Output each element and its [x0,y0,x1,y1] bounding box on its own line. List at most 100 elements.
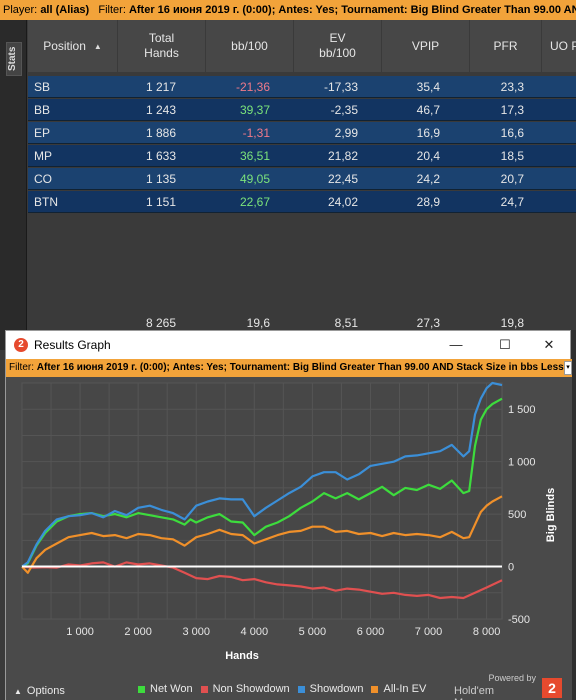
table-row[interactable]: EP 1 886 -1,31 2,99 16,9 16,6 [28,122,576,144]
stats-table: Position ▲ Total Hands bb/100 EV bb/100 VPI… [28,20,576,340]
cell-vpip: 20,4 [416,149,440,163]
cell-vpip: 16,9 [416,126,440,140]
header-total-hands-label: Total Hands [144,31,179,60]
x-tick-label: 5 000 [299,626,327,638]
cell-hands: 1 151 [145,195,176,209]
header-pfr[interactable]: PFR [470,20,542,72]
x-tick-label: 8 000 [473,626,501,638]
legend-swatch [371,685,379,693]
player-label: Player: [3,4,38,16]
graph-filter-bar[interactable]: Filter: After 16 июня 2019 г. (0:00); An… [6,359,572,377]
cell-ev: -17,33 [323,80,358,94]
cell-bb100: -1,31 [242,126,270,140]
table-row[interactable]: BTN 1 151 22,67 24,02 28,9 24,7 [28,191,576,213]
cell-ev: 21,82 [327,149,358,163]
x-tick-label: 3 000 [182,626,210,638]
powered-by-text: Powered by [488,673,536,683]
graph-body: 1 000 2 000 3 000 4 000 5 000 6 000 7 000 8 000… [6,377,572,700]
plot-area [21,382,503,620]
total-bb100: 19,6 [246,316,270,330]
cell-vpip: 46,7 [416,103,440,117]
chart-legend: Net Won Non Showdown Showdown All-In EV [138,682,434,696]
header-position-label: Position [43,38,86,53]
filter-dropdown-icon[interactable]: ▾ [564,361,572,375]
total-vpip: 27,3 [416,316,440,330]
graph-filter-label: Filter: [9,362,34,373]
table-row[interactable]: SB 1 217 -21,36 -17,33 35,4 23,3 [28,76,576,98]
header-bb100[interactable]: bb/100 [206,20,294,72]
stats-tab-button[interactable] [6,42,22,76]
cell-pfr: 24,7 [500,195,524,209]
cell-hands: 1 886 [145,126,176,140]
maximize-button[interactable]: ☐ [499,337,511,352]
cell-bb100: 49,05 [239,172,270,186]
cell-pfr: 17,3 [500,103,524,117]
cell-pfr: 18,5 [500,149,524,163]
cell-ev: 2,99 [334,126,358,140]
total-hands: 8 265 [145,316,176,330]
legend-swatch [138,685,145,693]
legend-label: All-In EV [383,683,427,695]
stats-tab-label: Stats [7,46,18,72]
cell-pfr: 16,6 [500,126,524,140]
header-bb100-label: bb/100 [231,38,268,53]
x-tick-label: 1 000 [66,626,94,638]
y-axis-label: Big Blinds [545,488,557,542]
table-header: Position ▲ Total Hands bb/100 EV bb/100 VPI… [28,20,576,72]
hm-name-text: Hold'em Manager [454,685,497,700]
window-title: Results Graph [34,338,111,352]
background-right [571,330,576,700]
filter-value: After 16 июня 2019 г. (0:00); Antes: Yes… [128,4,576,16]
header-vpip-label: VPIP [411,38,440,53]
y-tick-label: 1 500 [508,404,536,416]
filter-label: Filter: [98,4,126,16]
cell-hands: 1 243 [145,103,176,117]
top-filter-bar[interactable]: Player: all (Alias) Filter: After 16 июн… [0,0,576,20]
legend-item[interactable]: Showdown [297,682,364,696]
totals-row: 8 265 19,6 8,51 27,3 19,8 [28,312,576,330]
legend-label: Showdown [309,683,364,695]
header-total-hands[interactable]: Total Hands [118,20,206,72]
cell-vpip: 28,9 [416,195,440,209]
header-position[interactable]: Position ▲ [28,20,118,72]
cell-hands: 1 633 [145,149,176,163]
cell-position: EP [34,126,51,140]
cell-vpip: 35,4 [416,80,440,94]
legend-item[interactable]: Non Showdown [200,682,290,696]
legend-item[interactable]: Net Won [138,682,193,696]
close-button[interactable]: ✕ [543,337,555,352]
table-row[interactable]: MP 1 633 36,51 21,82 20,4 18,5 [28,145,576,167]
options-button[interactable]: ▲ Options [14,685,65,697]
cell-ev: -2,35 [330,103,358,117]
cell-vpip: 24,2 [416,172,440,186]
table-row[interactable]: BB 1 243 39,37 -2,35 46,7 17,3 [28,99,576,121]
cell-ev: 22,45 [327,172,358,186]
header-uo-pfr-label: UO PFR [550,38,576,53]
cell-position: SB [34,80,51,94]
sort-asc-icon: ▲ [93,41,102,51]
header-vpip[interactable]: VPIP [382,20,470,72]
cell-position: BB [34,103,51,117]
results-graph-window: 2 Results Graph — ☐ ✕ Filter: After 16 и… [5,330,572,700]
cell-position: MP [34,149,52,163]
y-tick-label: 0 [508,562,514,574]
minimize-button[interactable]: — [449,337,463,352]
legend-label: Net Won [150,683,193,695]
chevron-up-icon: ▲ [14,687,22,696]
x-tick-label: 6 000 [357,626,385,638]
header-pfr-label: PFR [493,38,518,53]
total-pfr: 19,8 [500,316,524,330]
y-tick-label: 1 000 [508,457,536,469]
cell-bb100: 39,37 [239,103,270,117]
hm-logo-icon: 2 [14,338,28,352]
cell-bb100: 22,67 [239,195,270,209]
series-line-non-showdown [21,561,503,600]
table-row[interactable]: CO 1 135 49,05 22,45 24,2 20,7 [28,168,576,190]
legend-item[interactable]: All-In EV [371,682,426,696]
window-titlebar[interactable]: 2 Results Graph — ☐ ✕ [6,331,570,359]
series-line-showdown [21,381,503,568]
header-ev-bb100[interactable]: EV bb/100 [294,20,382,72]
total-ev: 8,51 [334,316,358,330]
header-uo-pfr[interactable]: UO PFR [542,20,576,72]
